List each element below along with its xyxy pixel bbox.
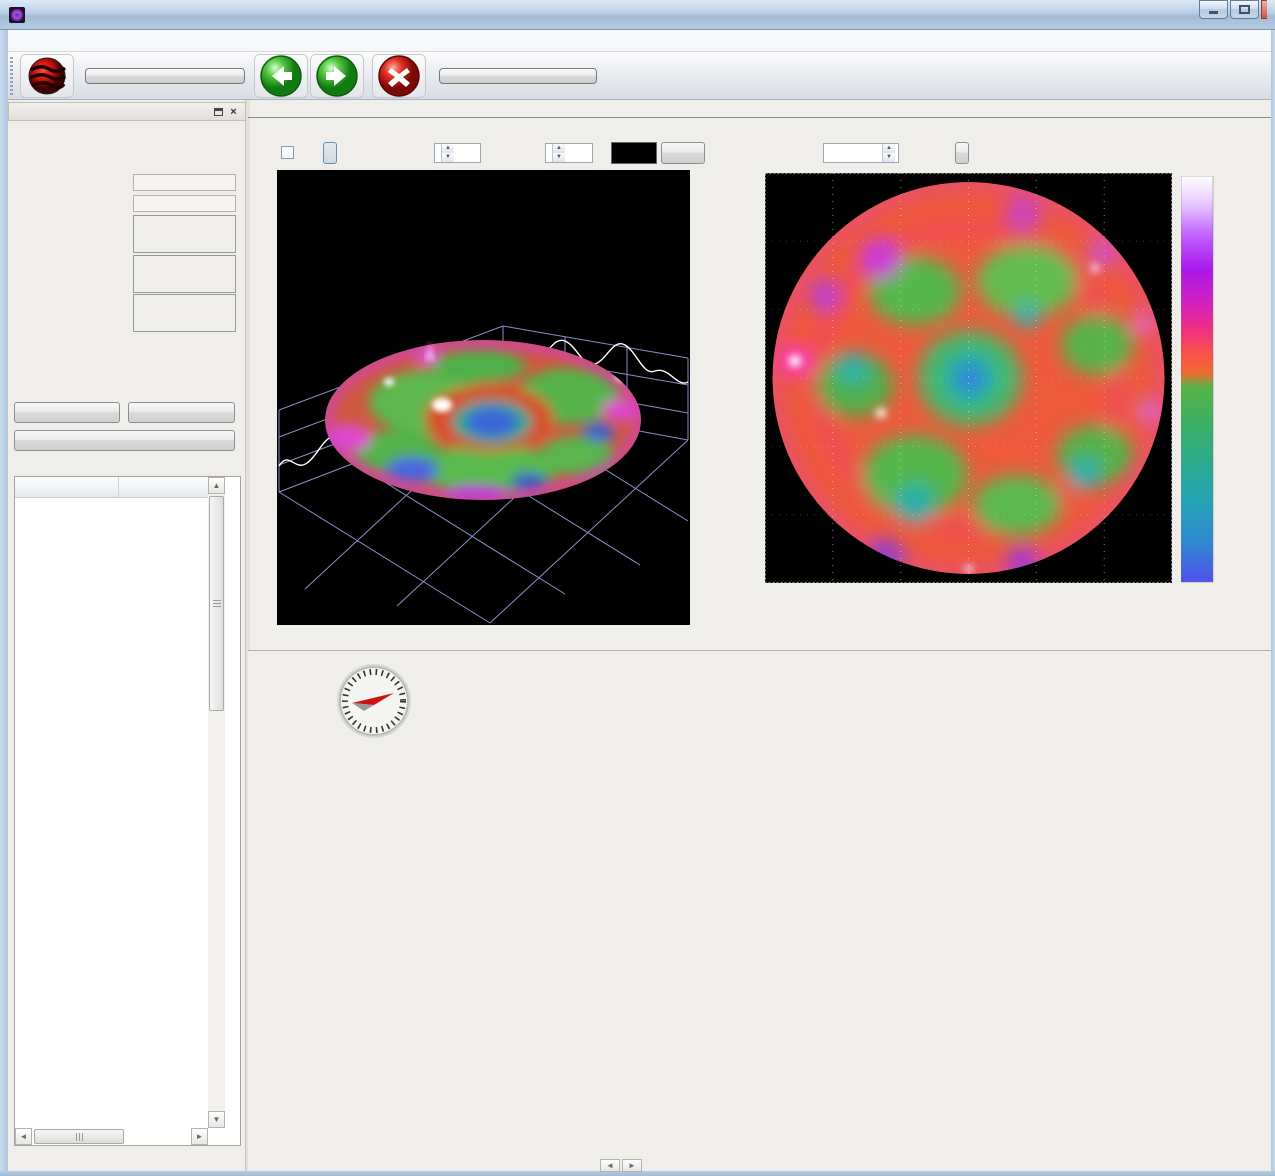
cancel-button[interactable] [373, 55, 425, 97]
cancel-x-icon [377, 55, 421, 97]
title-bar [0, 0, 1275, 30]
scroll-up-arrow[interactable]: ▲ [208, 477, 225, 494]
strehl-value [133, 255, 236, 293]
back-arrow-icon [259, 55, 303, 97]
pane-scroll-left-arrow[interactable]: ◄ [600, 1159, 620, 1172]
profile-chart[interactable] [248, 651, 1271, 1172]
metrics-panel: × ▲ ▼ ◄ ► [8, 100, 246, 1171]
backwall-spin[interactable]: ▲▼ [545, 143, 593, 163]
app-window: { "window": { "title": "240_Average.wft"… [0, 0, 1275, 1176]
spin-up-icon[interactable]: ▲ [442, 144, 454, 153]
zernike-table: ▲ ▼ ◄ ► [14, 476, 241, 1146]
spin-up-icon[interactable]: ▲ [883, 144, 895, 153]
metrics-panel-header[interactable]: × [8, 102, 246, 121]
minimize-button[interactable] [1199, 0, 1228, 19]
profile-section: ◄ ► [248, 650, 1271, 1171]
zernike-table-header[interactable] [15, 477, 208, 498]
scroll-left-arrow[interactable]: ◄ [15, 1128, 32, 1145]
waves-color-swatch[interactable] [611, 142, 657, 164]
recompute-button[interactable] [14, 402, 120, 423]
close-panel-icon[interactable]: × [226, 105, 241, 119]
toolbar-gripper[interactable] [10, 57, 13, 95]
enable-spherical-button[interactable] [14, 430, 235, 451]
scroll-right-arrow[interactable]: ► [191, 1128, 208, 1145]
app-icon [9, 7, 25, 23]
fill-checkbox[interactable] [281, 146, 294, 159]
float-panel-icon[interactable] [211, 105, 226, 119]
contour-x-axis-ticks [765, 583, 1174, 596]
spin-up-icon[interactable]: ▲ [553, 144, 565, 153]
contour-every-spin[interactable]: ▲▼ [823, 143, 899, 163]
col-rms[interactable] [171, 477, 207, 497]
show-all-button[interactable] [661, 142, 705, 164]
window-frame-left [0, 30, 8, 1176]
hscroll-thumb[interactable] [34, 1129, 124, 1144]
vscroll-thumb[interactable] [209, 496, 224, 711]
read-wavefronts-button[interactable] [85, 68, 245, 84]
subtract-wavefront-button[interactable] [439, 68, 597, 84]
pane-scroll-right-arrow[interactable]: ► [622, 1159, 642, 1172]
col-wyant[interactable] [119, 477, 171, 497]
col-zernike-term[interactable] [15, 477, 119, 497]
scroll-down-arrow[interactable]: ▼ [208, 1111, 225, 1128]
toolbar [8, 52, 1271, 100]
maximize-button[interactable] [1230, 0, 1259, 19]
spin-down-icon[interactable]: ▼ [553, 153, 565, 162]
rms-value [133, 215, 236, 253]
surface-3d-plot[interactable] [277, 170, 690, 625]
interferogram-icon [27, 56, 67, 96]
contour-map[interactable] [765, 173, 1172, 583]
forward-button[interactable] [311, 55, 363, 97]
igram-icon-button[interactable] [21, 55, 73, 97]
spin-down-icon[interactable]: ▼ [442, 153, 454, 162]
show-all-wavefronts-button[interactable] [955, 142, 969, 164]
pane-border [248, 117, 1271, 118]
window-frame-right [1271, 30, 1275, 1176]
tab-strip [250, 100, 1271, 118]
lighting-button[interactable] [323, 142, 337, 164]
roc-field[interactable] [133, 195, 236, 212]
back-button[interactable] [255, 55, 307, 97]
contour-y-axis-ticks [745, 173, 765, 585]
diameter-field[interactable] [133, 174, 236, 191]
best-fit-conic-value [133, 294, 236, 332]
forward-arrow-icon [315, 55, 359, 97]
colorbar [1181, 176, 1225, 583]
close-button[interactable] [1261, 0, 1267, 19]
disable-all-button[interactable] [128, 402, 235, 423]
caption-buttons [1197, 0, 1267, 19]
menu-bar [8, 30, 1271, 52]
spin-down-icon[interactable]: ▼ [883, 153, 895, 162]
vertical-scale-spin[interactable]: ▲▼ [434, 143, 481, 163]
